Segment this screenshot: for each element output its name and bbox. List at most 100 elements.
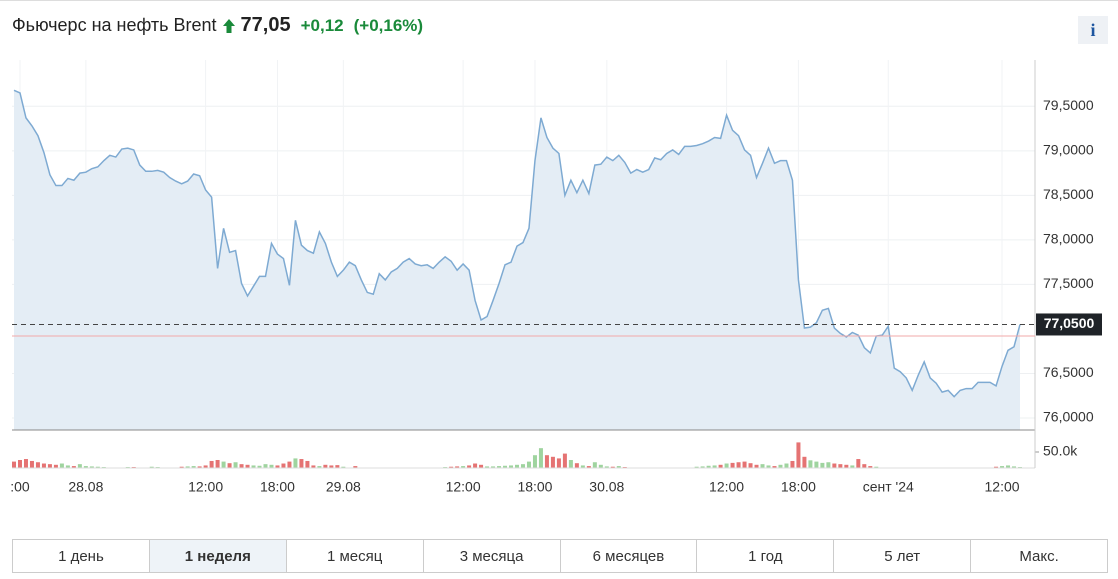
period-tabs: 1 день 1 неделя 1 месяц 3 месяца 6 месяцев 1 … bbox=[12, 539, 1108, 573]
volume-bar bbox=[610, 466, 615, 468]
volume-bar bbox=[509, 465, 514, 468]
volume-bar bbox=[341, 466, 346, 468]
period-tab[interactable]: 6 месяцев bbox=[561, 540, 698, 572]
y-tick-label: 77,5000 bbox=[1043, 275, 1094, 291]
volume-bar bbox=[449, 466, 454, 468]
volume-bar bbox=[754, 464, 759, 468]
volume-bar bbox=[1012, 466, 1017, 468]
y-tick-label: 78,5000 bbox=[1043, 186, 1094, 202]
x-tick-label: 12:00 bbox=[446, 479, 481, 495]
volume-bar bbox=[844, 464, 849, 468]
last-price-box bbox=[1036, 313, 1102, 336]
volume-bar bbox=[1006, 465, 1011, 468]
volume-bar bbox=[760, 464, 765, 468]
x-tick-label: сент '24 bbox=[863, 479, 914, 495]
volume-bar bbox=[221, 461, 226, 468]
volume-bar bbox=[239, 464, 244, 468]
volume-bar bbox=[95, 466, 100, 468]
change-percent: (+0,16%) bbox=[353, 16, 424, 35]
y-tick-label: 76,5000 bbox=[1043, 364, 1094, 380]
volume-bar bbox=[323, 464, 328, 468]
volume-bar bbox=[197, 466, 202, 468]
volume-bar bbox=[17, 460, 22, 468]
volume-bar bbox=[544, 455, 549, 468]
volume-bar bbox=[59, 463, 64, 468]
volume-bar bbox=[790, 460, 795, 468]
volume-bar bbox=[71, 466, 76, 468]
volume-bar bbox=[329, 465, 334, 468]
volume-bar bbox=[694, 466, 699, 468]
volume-bar bbox=[802, 456, 807, 468]
period-tab[interactable]: 1 неделя bbox=[149, 540, 287, 572]
volume-bar bbox=[23, 459, 28, 468]
volume-bar bbox=[191, 466, 196, 468]
x-tick-label: 30.08 bbox=[589, 479, 624, 495]
volume-bar bbox=[820, 462, 825, 468]
period-tab[interactable]: Макс. bbox=[1019, 547, 1059, 565]
y-tick-label: 79,0000 bbox=[1043, 142, 1094, 158]
volume-bar bbox=[604, 466, 609, 468]
volume-bar bbox=[245, 464, 250, 468]
volume-bar bbox=[293, 458, 298, 468]
volume-bar bbox=[856, 459, 861, 468]
x-tick-label: 18:00 bbox=[781, 479, 816, 495]
volume-bar bbox=[742, 461, 747, 468]
volume-bar bbox=[233, 462, 238, 468]
info-button[interactable]: i bbox=[1078, 16, 1108, 44]
period-tab[interactable]: 3 месяца bbox=[424, 540, 561, 572]
last-price-label: 77,0500 bbox=[1044, 315, 1095, 331]
y2-tick-label: 50.0k bbox=[1043, 443, 1078, 459]
volume-bar bbox=[35, 462, 40, 468]
volume-bar bbox=[550, 456, 555, 468]
volume-bar bbox=[814, 461, 819, 468]
volume-bar bbox=[826, 462, 831, 468]
change: +0,12 bbox=[300, 16, 344, 35]
period-tab[interactable]: 5 лет bbox=[834, 540, 972, 572]
volume-bar bbox=[29, 460, 34, 468]
volume-bar bbox=[353, 466, 358, 468]
volume-bar bbox=[251, 465, 256, 468]
volume-bar bbox=[862, 464, 867, 468]
volume-bar bbox=[592, 462, 597, 468]
volume-bar bbox=[538, 448, 543, 468]
volume-bar bbox=[503, 465, 508, 468]
volume-bar bbox=[520, 464, 525, 468]
x-tick-label: 28.08 bbox=[68, 479, 103, 495]
volume-bar bbox=[598, 464, 603, 468]
volume-bar bbox=[532, 455, 537, 468]
volume-bar bbox=[808, 460, 813, 468]
volume-bar bbox=[77, 464, 82, 468]
volume-bar bbox=[556, 458, 561, 468]
volume-bar bbox=[179, 466, 184, 468]
x-tick-label: 12:00 bbox=[985, 479, 1020, 495]
period-tab[interactable]: 1 месяц bbox=[287, 540, 424, 572]
y-tick-label: 76,0000 bbox=[1043, 409, 1094, 425]
volume-bar bbox=[736, 462, 741, 468]
volume-bar bbox=[526, 461, 531, 468]
volume-bar bbox=[874, 466, 879, 468]
volume-bar bbox=[479, 464, 484, 468]
volume-bar bbox=[712, 465, 717, 468]
top-border bbox=[0, 0, 1118, 1]
x-tick-label: 18:00 bbox=[260, 479, 295, 495]
volume-bar bbox=[53, 464, 58, 468]
volume-bar bbox=[149, 466, 154, 468]
volume-bar bbox=[586, 466, 591, 468]
volume-bar bbox=[335, 465, 340, 468]
volume-bar bbox=[227, 463, 232, 468]
volume-bar bbox=[706, 465, 711, 468]
volume-bar bbox=[215, 460, 220, 468]
volume-bar bbox=[485, 466, 490, 468]
volume-bar bbox=[12, 461, 16, 468]
volume-bar bbox=[263, 464, 268, 468]
volume-bar bbox=[772, 466, 777, 468]
volume-bar bbox=[461, 466, 466, 468]
period-tab[interactable]: 1 день bbox=[13, 540, 150, 572]
volume-bar bbox=[994, 466, 999, 468]
volume-bar bbox=[838, 464, 843, 468]
volume-bar bbox=[574, 463, 579, 468]
volume-bar bbox=[724, 463, 729, 468]
period-tab[interactable]: 1 год bbox=[697, 540, 835, 572]
volume-bar bbox=[89, 466, 94, 468]
